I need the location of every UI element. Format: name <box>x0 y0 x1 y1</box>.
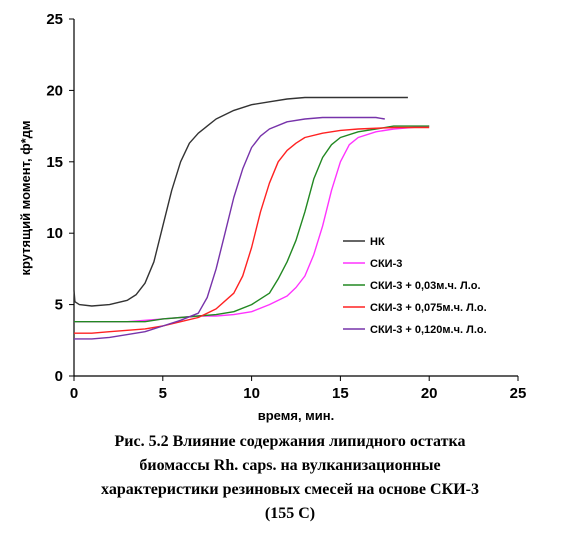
x-axis-label: время, мин. <box>258 408 335 423</box>
series-lines <box>73 96 430 340</box>
y-tick-label: 0 <box>55 368 63 385</box>
y-tick-label: 5 <box>55 297 63 314</box>
caption-line: (155 С) <box>264 505 316 522</box>
series-line <box>74 125 430 323</box>
caption-line: Рис. 5.2 Влияние содержания липидного ос… <box>114 433 466 450</box>
y-axis-label: крутящий момент, ф*дм <box>18 120 33 275</box>
legend-label: СКИ-3 <box>370 258 402 270</box>
series-line <box>73 96 408 307</box>
chart-canvas: 0 5 10 15 20 25 0 5 10 15 20 25 НК СКИ-3 СКИ-3 + 0,03… <box>18 11 526 423</box>
caption-line: биомассы Rh. caps. на вулканизационные <box>139 457 441 474</box>
series-line <box>74 116 385 340</box>
legend: НК СКИ-3 СКИ-3 + 0,03м.ч. Л.о. СКИ-3 + 0,07… <box>343 236 487 336</box>
legend-label: СКИ-3 + 0,120м.ч. Л.о. <box>370 324 487 336</box>
figure-caption: Рис. 5.2 Влияние содержания липидного ос… <box>40 430 540 526</box>
x-tick-label: 20 <box>421 385 438 402</box>
x-tick-label: 10 <box>243 385 260 402</box>
tick-labels: 0 5 10 15 20 25 0 5 10 15 20 25 <box>46 11 526 402</box>
series-line <box>74 125 430 323</box>
y-tick-label: 15 <box>46 154 63 171</box>
series-line <box>74 126 430 334</box>
legend-label: СКИ-3 + 0,03м.ч. Л.о. <box>370 280 481 292</box>
x-tick-label: 5 <box>159 385 167 402</box>
y-tick-label: 20 <box>46 82 63 99</box>
y-tick-label: 25 <box>46 11 63 28</box>
x-tick-label: 25 <box>510 385 527 402</box>
x-tick-label: 15 <box>332 385 349 402</box>
legend-label: НК <box>370 236 385 248</box>
y-tick-label: 10 <box>46 225 63 242</box>
legend-label: СКИ-3 + 0,075м.ч. Л.о. <box>370 302 487 314</box>
chart-axes <box>69 18 519 381</box>
x-tick-label: 0 <box>70 385 78 402</box>
caption-line: характеристики резиновых смесей на основ… <box>101 481 479 498</box>
